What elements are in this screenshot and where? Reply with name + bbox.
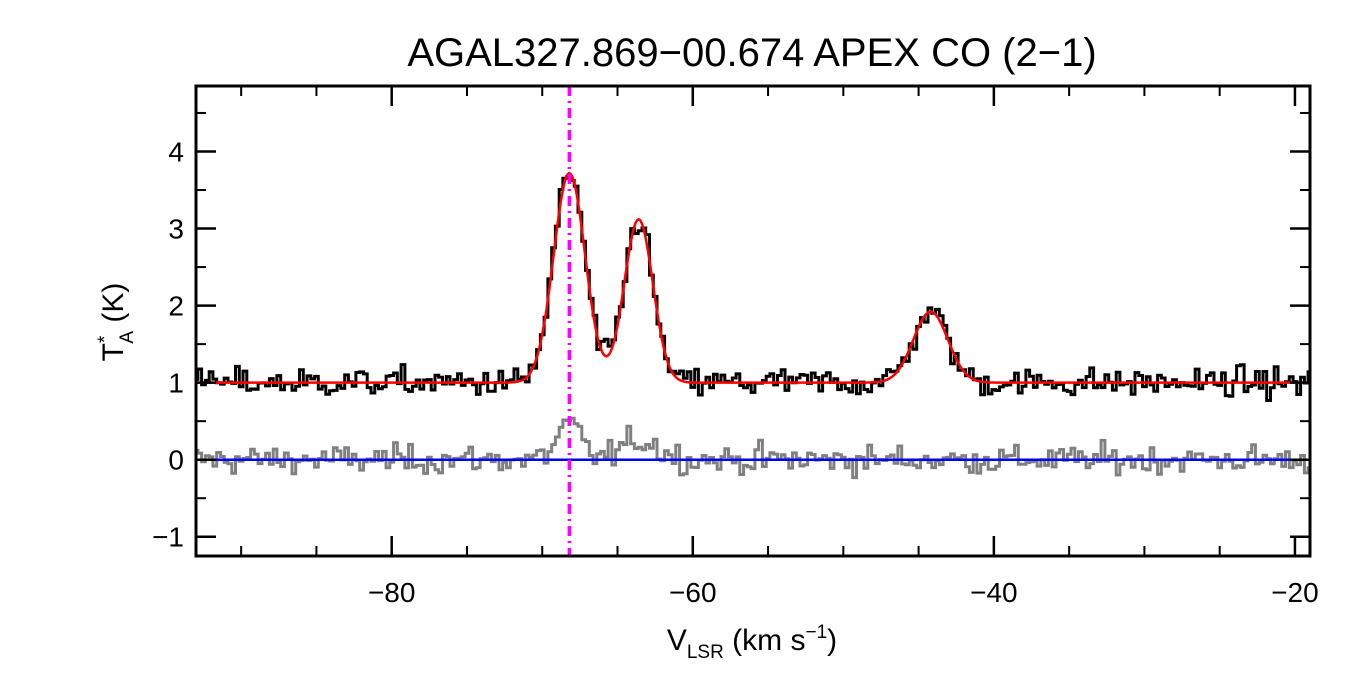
y-tick-label: 1 — [168, 368, 184, 399]
y-axis-label-sup: * — [95, 335, 116, 343]
y-tick-label: 3 — [168, 214, 184, 245]
y-axis-label-main: T — [97, 343, 130, 361]
ticks-layer: −80 −60 −40 −20 −1 0 1 2 3 4 — [152, 86, 1319, 608]
residual-spectrum-series — [196, 416, 1310, 480]
y-tick-label: −1 — [152, 522, 184, 553]
y-axis-label-sub: A — [117, 331, 138, 344]
x-axis-label-unit-pre: (km s — [724, 624, 806, 657]
x-axis-label-unit-sup: −1 — [805, 622, 827, 643]
x-axis-label-sub: LSR — [687, 642, 724, 663]
observed-spectrum-series — [196, 175, 1310, 402]
x-tick-label: −20 — [1271, 577, 1319, 608]
chart-title: AGAL327.869−00.674 APEX CO (2−1) — [407, 31, 1096, 75]
y-tick-label: 4 — [168, 136, 184, 167]
gaussian-fit-series — [196, 171, 1310, 384]
y-axis-label-unit: (K) — [97, 283, 130, 331]
plot-area — [196, 86, 1310, 556]
x-axis-label-unit-post: ) — [827, 624, 837, 657]
x-axis-label-main: V — [667, 624, 687, 657]
plot-frame — [194, 84, 1312, 558]
x-axis-label: VLSR (km s−1) — [667, 622, 837, 663]
y-axis-label: T*A (K) — [95, 283, 138, 362]
y-tick-label: 2 — [168, 291, 184, 322]
y-tick-label: 0 — [168, 445, 184, 476]
x-tick-label: −60 — [669, 577, 717, 608]
x-tick-label: −80 — [368, 577, 416, 608]
x-tick-label: −40 — [970, 577, 1018, 608]
